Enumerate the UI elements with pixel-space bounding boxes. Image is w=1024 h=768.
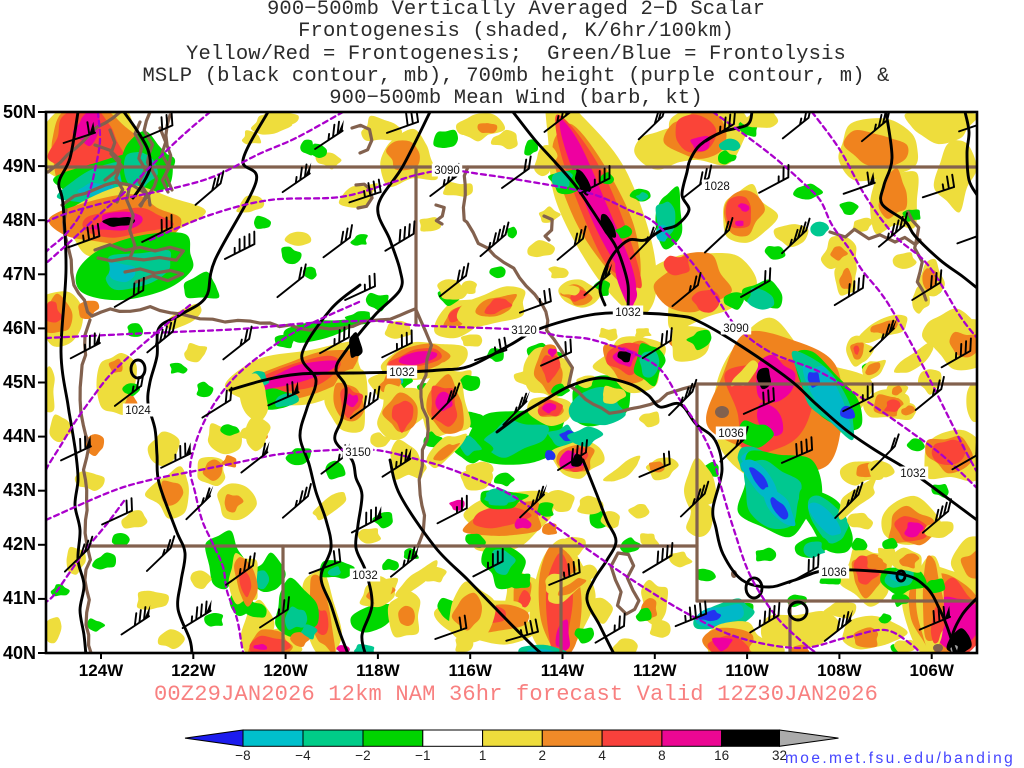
svg-text:3090: 3090 [723,323,749,335]
svg-text:1028: 1028 [704,181,730,193]
svg-text:1036: 1036 [821,567,847,579]
svg-text:1032: 1032 [352,570,378,582]
svg-text:1032: 1032 [389,367,415,379]
svg-text:1032: 1032 [615,307,641,319]
svg-text:3150: 3150 [345,447,371,459]
svg-text:1032: 1032 [900,468,926,480]
svg-text:3120: 3120 [511,325,537,337]
svg-text:1036: 1036 [718,428,744,440]
svg-text:1024: 1024 [125,405,151,417]
svg-text:3090: 3090 [434,165,460,177]
